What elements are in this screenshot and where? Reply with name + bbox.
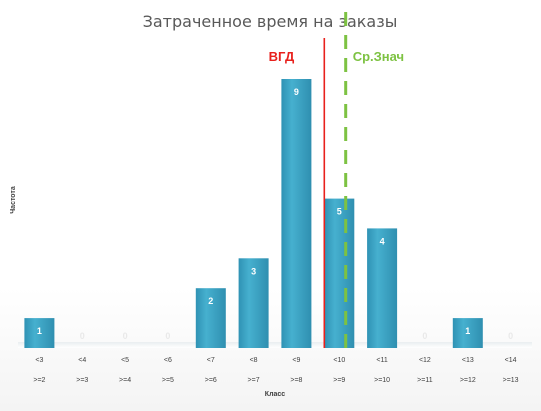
- bar-value-label-2: 0: [123, 331, 128, 341]
- x-tick-top-11: <14: [505, 357, 517, 364]
- bar-value-label-6: 9: [294, 87, 299, 97]
- x-tick-top-10: <13: [462, 357, 474, 364]
- bar-value-label-8: 4: [380, 236, 385, 246]
- plot-floor: [18, 342, 532, 348]
- bar-value-label-11: 0: [508, 331, 513, 341]
- x-tick-top-4: <7: [207, 357, 215, 364]
- bar-value-label-10: 1: [465, 326, 470, 336]
- bar-4: [195, 288, 226, 348]
- bar-5: [238, 258, 269, 348]
- x-tick-bottom-5: >=7: [248, 377, 260, 384]
- chart-title: Затраченное время на заказы: [143, 12, 398, 31]
- bar-6: [281, 79, 312, 348]
- x-tick-top-8: <11: [376, 357, 387, 364]
- bar-value-label-7: 5: [337, 207, 342, 217]
- bars-group: 1 0 0 0 2 3 9 5 4 0 1 0: [24, 79, 513, 348]
- x-tick-bottom-4: >=6: [205, 377, 217, 384]
- x-tick-top-6: <9: [292, 357, 300, 364]
- x-tick-top-9: <12: [419, 357, 431, 364]
- x-tick-bottom-3: >=5: [162, 377, 174, 384]
- bar-value-label-5: 3: [251, 266, 256, 276]
- x-tick-bottom-0: >=2: [33, 377, 45, 384]
- x-tick-bottom-6: >=8: [290, 377, 302, 384]
- tick-labels: <3 <4 <5 <6 <7 <8 <9 <10 <11 <12 <13 <14 >=2 >=3 >=4 >=…: [33, 357, 518, 384]
- x-tick-bottom-10: >=12: [460, 377, 476, 384]
- x-tick-top-1: <4: [78, 357, 86, 364]
- reference-line-label-0: ВГД: [269, 49, 295, 64]
- x-tick-bottom-1: >=3: [76, 377, 88, 384]
- x-tick-top-2: <5: [121, 357, 129, 364]
- reference-lines: ВГД Ср.Знач: [269, 12, 404, 348]
- bar-value-label-3: 0: [165, 331, 170, 341]
- x-tick-bottom-2: >=4: [119, 377, 131, 384]
- bar-8: [367, 228, 398, 348]
- x-tick-bottom-7: >=9: [333, 377, 345, 384]
- x-axis-label: Класс: [265, 391, 286, 398]
- x-tick-bottom-8: >=10: [374, 377, 390, 384]
- bar-value-label-9: 0: [422, 331, 427, 341]
- x-tick-top-7: <10: [333, 357, 345, 364]
- bar-10: [452, 318, 483, 348]
- bar-7: [324, 198, 355, 348]
- x-tick-bottom-11: >=13: [503, 377, 519, 384]
- y-axis-label: Частота: [10, 186, 17, 214]
- x-tick-top-0: <3: [35, 357, 43, 364]
- reference-line-label-1: Ср.Знач: [353, 49, 404, 64]
- x-tick-top-5: <8: [250, 357, 258, 364]
- bar-value-label-0: 1: [37, 326, 42, 336]
- x-tick-bottom-9: >=11: [417, 377, 433, 384]
- bar-0: [24, 318, 55, 348]
- x-tick-top-3: <6: [164, 357, 172, 364]
- bar-value-label-1: 0: [80, 331, 85, 341]
- bar-value-label-4: 2: [208, 296, 213, 306]
